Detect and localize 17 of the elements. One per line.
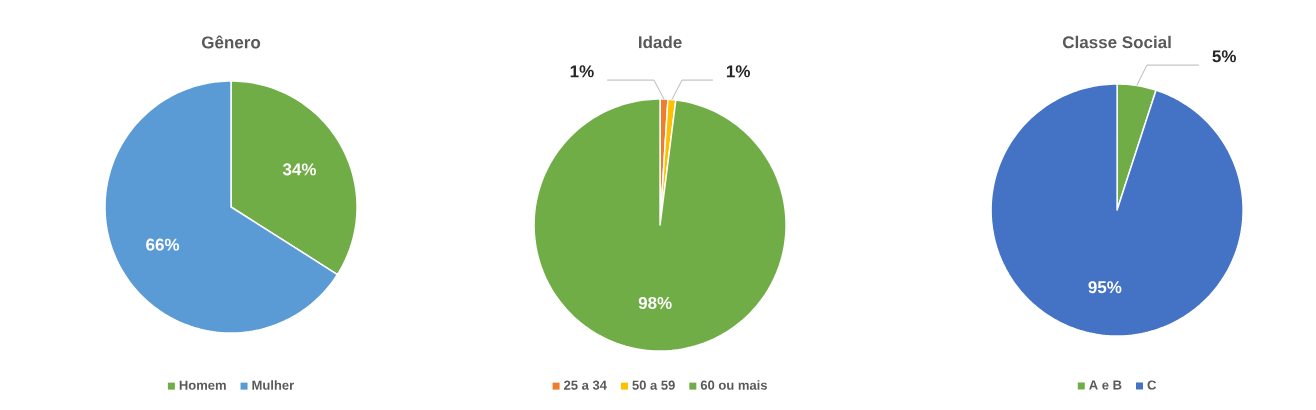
data-label: 1% — [570, 65, 594, 78]
data-label: 66% — [146, 238, 180, 251]
legend-label: 60 ou mais — [700, 380, 767, 390]
legend-label: Mulher — [252, 380, 294, 390]
chart-title: Idade — [639, 35, 682, 49]
data-label: 98% — [638, 296, 672, 309]
data-label: 34% — [282, 163, 317, 176]
legend-label: 25 a 34 — [564, 380, 607, 390]
chart-title: Classe Social — [1062, 35, 1171, 49]
data-label: 5% — [1212, 50, 1237, 63]
legend-label: A e B — [1089, 380, 1122, 390]
legend-label: 50 a 59 — [632, 380, 675, 390]
legend-label: C — [1147, 380, 1157, 390]
data-label: 1% — [726, 65, 751, 78]
chart-title: Gênero — [201, 35, 261, 49]
data-label: 95% — [1088, 281, 1122, 294]
legend-label: Homem — [179, 380, 226, 390]
